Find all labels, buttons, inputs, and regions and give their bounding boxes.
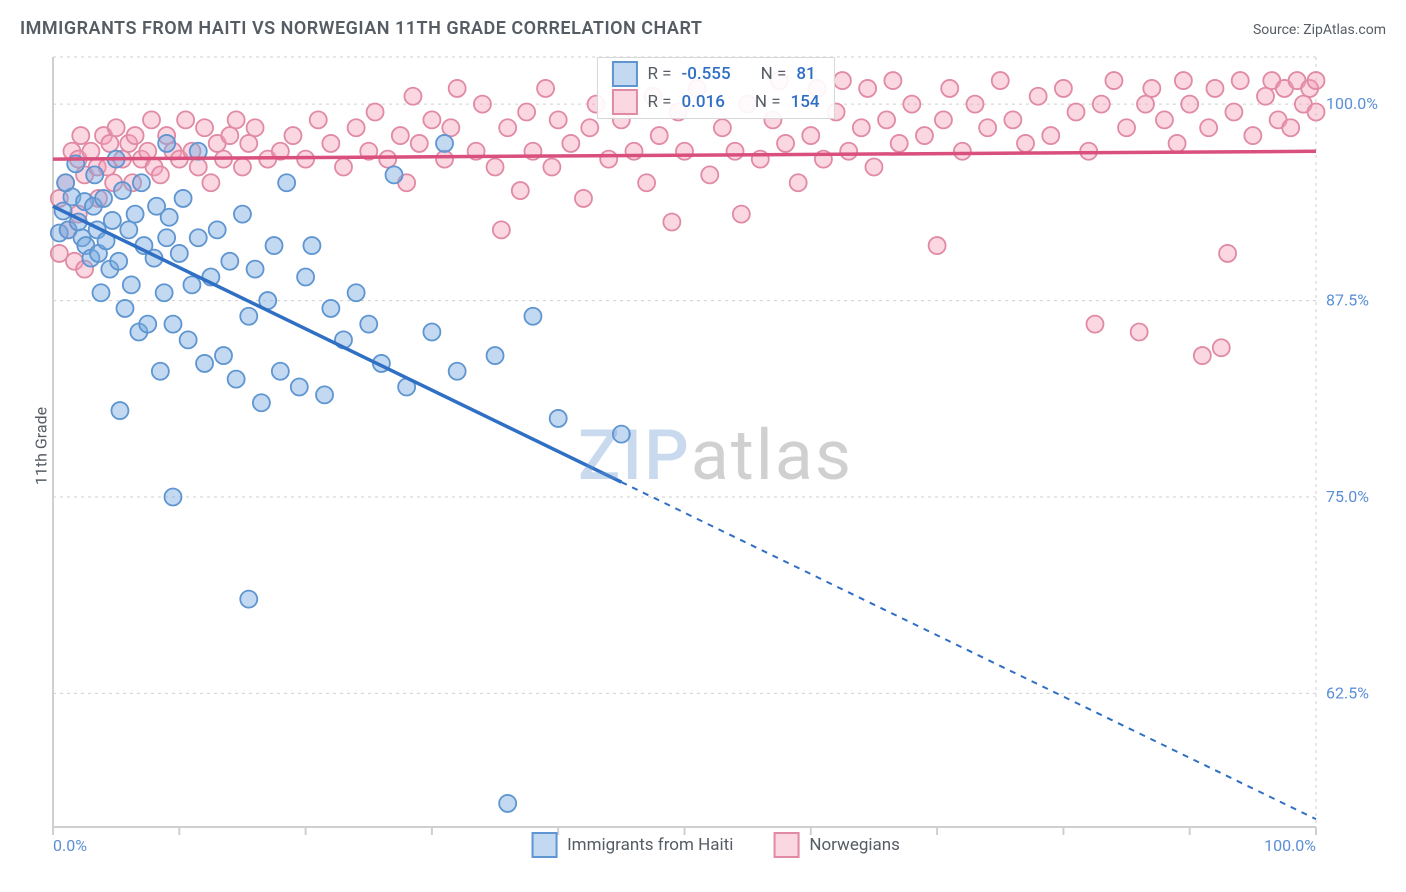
plot-area: 62.5%75.0%87.5%100.0%0.0%100.0% ZIPatlas… — [45, 55, 1386, 857]
legend-swatch-haiti-icon — [531, 832, 557, 858]
r-label: R = — [647, 64, 671, 84]
series-legend: Immigrants from Haiti Norwegians — [531, 832, 900, 858]
legend-item-haiti: Immigrants from Haiti — [531, 832, 733, 858]
scatter-plot-svg: 62.5% 75.0% 87.5% 100.0% 0.0% 100.0% — [45, 55, 1386, 857]
legend-label-haiti: Immigrants from Haiti — [567, 835, 733, 855]
correlation-legend: R = -0.555 N = 81 R = 0.016 N = 154 — [596, 57, 834, 119]
chart-title: IMMIGRANTS FROM HAITI VS NORWEGIAN 11TH … — [20, 18, 702, 39]
n-label: N = — [761, 64, 787, 84]
r-value-haiti: -0.555 — [681, 64, 730, 84]
svg-text:75.0%: 75.0% — [1326, 487, 1369, 506]
r-value-norwegians: 0.016 — [681, 92, 724, 112]
legend-swatch-haiti — [611, 61, 637, 87]
legend-row-norwegians: R = 0.016 N = 154 — [597, 88, 833, 116]
svg-text:0.0%: 0.0% — [53, 836, 87, 855]
svg-text:100.0%: 100.0% — [1326, 94, 1378, 113]
svg-text:87.5%: 87.5% — [1326, 291, 1369, 310]
r-label: R = — [647, 92, 671, 112]
legend-swatch-norwegians-icon — [773, 832, 799, 858]
legend-swatch-norwegians — [611, 89, 637, 115]
n-value-norwegians: 154 — [791, 92, 820, 112]
n-value-haiti: 81 — [796, 64, 815, 84]
legend-row-haiti: R = -0.555 N = 81 — [597, 60, 833, 88]
legend-item-norwegians: Norwegians — [773, 832, 900, 858]
svg-text:62.5%: 62.5% — [1326, 683, 1369, 702]
source-label: Source: ZipAtlas.com — [1253, 22, 1386, 38]
svg-text:100.0%: 100.0% — [1264, 836, 1316, 855]
n-label: N = — [755, 92, 781, 112]
legend-label-norwegians: Norwegians — [809, 835, 900, 855]
